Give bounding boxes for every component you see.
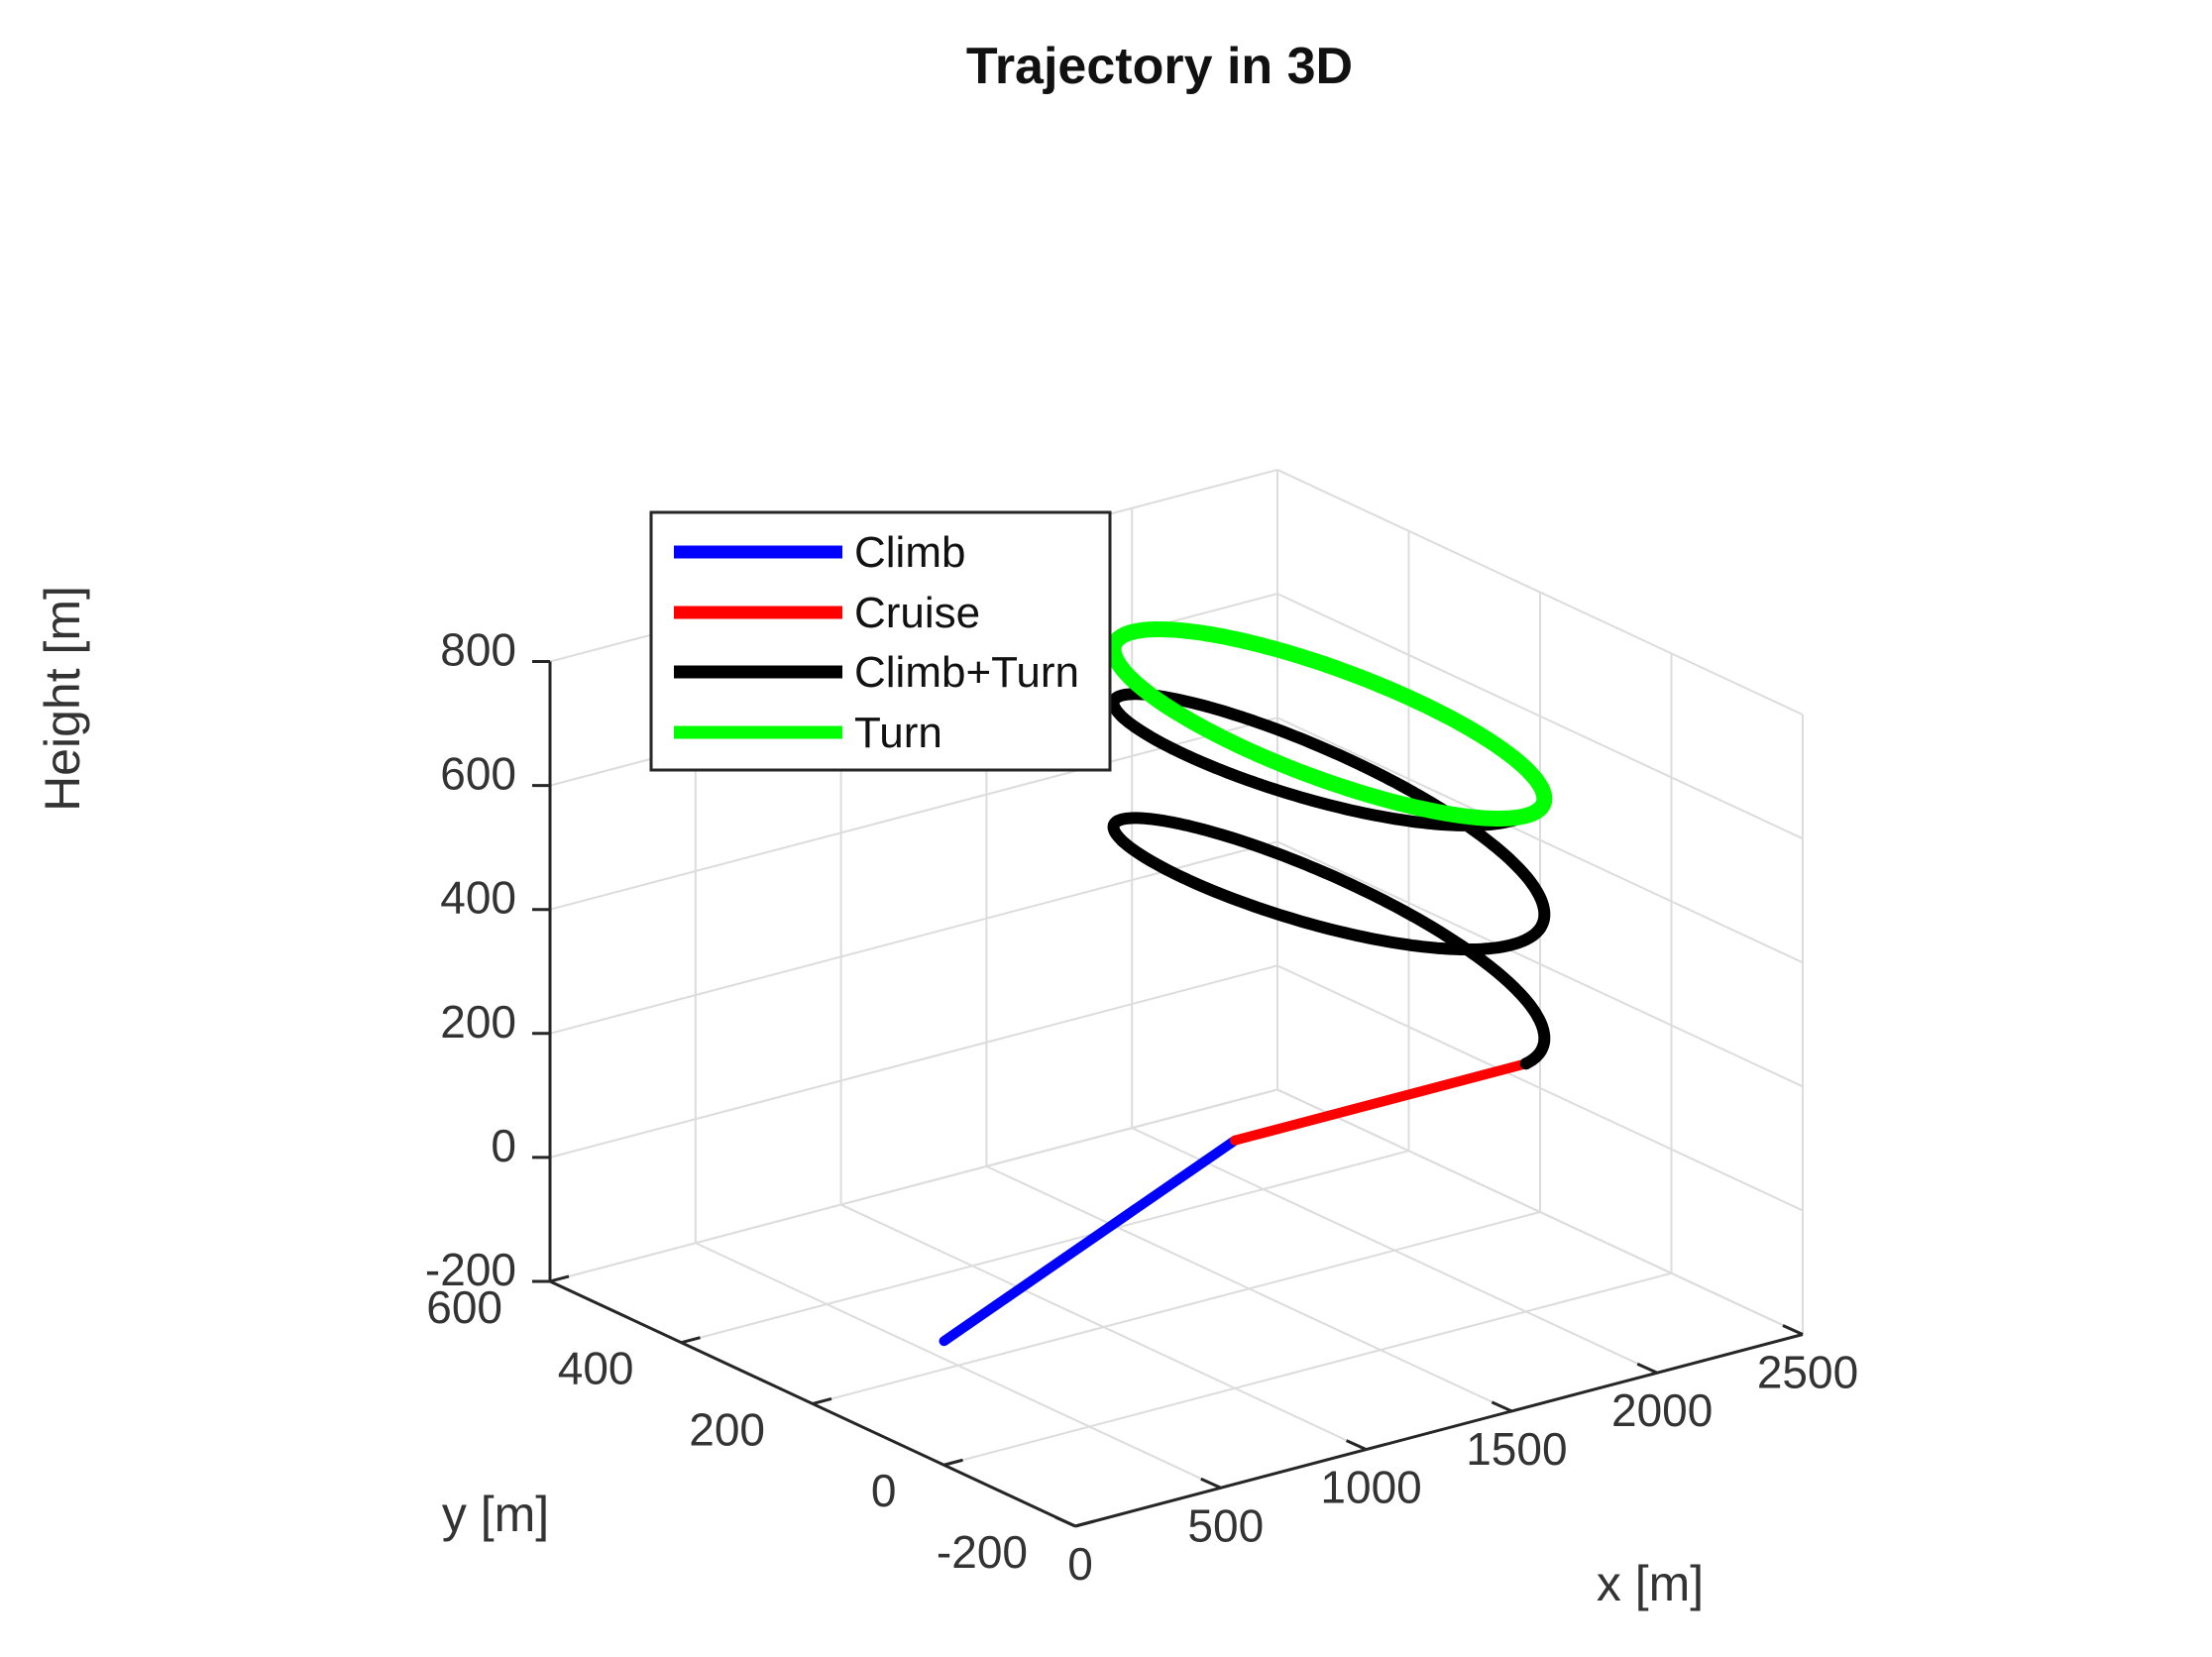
y-tick-mark bbox=[943, 1458, 963, 1467]
grid-line bbox=[681, 1150, 1409, 1344]
y-tick-label: -200 bbox=[937, 1526, 1028, 1578]
x-tick-label: 2500 bbox=[1757, 1347, 1858, 1398]
y-tick-mark bbox=[812, 1397, 832, 1405]
y-tick-label: 600 bbox=[426, 1281, 502, 1333]
y-tick-mark bbox=[681, 1336, 701, 1345]
grid-line bbox=[549, 1088, 1278, 1282]
z-tick-label: 600 bbox=[440, 748, 516, 800]
grid-line bbox=[1276, 469, 1804, 717]
x-tick-mark bbox=[1200, 1477, 1222, 1490]
z-tick-label: 200 bbox=[440, 996, 516, 1048]
grid-line bbox=[1276, 1088, 1804, 1336]
y-tick-label: 0 bbox=[871, 1465, 897, 1516]
x-tick-mark bbox=[1345, 1439, 1368, 1451]
grid-line bbox=[549, 840, 1278, 1035]
legend-label-climb-turn: Climb+Turn bbox=[854, 648, 1079, 697]
z-tick-label: 800 bbox=[440, 624, 516, 676]
grid-line bbox=[1276, 964, 1804, 1212]
grid-line bbox=[549, 717, 1278, 911]
x-tick-label: 1000 bbox=[1320, 1462, 1421, 1513]
series-layer bbox=[939, 621, 1553, 1347]
z-tick-label: -200 bbox=[425, 1244, 516, 1295]
z-axis-label: Height [m] bbox=[35, 586, 90, 812]
x-axis-line bbox=[1074, 1333, 1804, 1528]
y-tick-mark bbox=[549, 1274, 570, 1283]
grid-line bbox=[812, 1211, 1541, 1405]
y-tick-mark bbox=[1074, 1519, 1095, 1528]
x-tick-mark bbox=[1491, 1400, 1513, 1413]
series-climb bbox=[939, 1135, 1241, 1347]
x-tick-mark bbox=[1054, 1515, 1076, 1528]
tick-labels: 05001000150020002500-2000200400600-20002… bbox=[425, 624, 1858, 1590]
grid-line bbox=[1276, 717, 1804, 964]
y-axis-label: y [m] bbox=[442, 1487, 549, 1542]
x-axis-label: x [m] bbox=[1597, 1556, 1704, 1611]
x-tick-label: 0 bbox=[1067, 1538, 1093, 1590]
x-tick-label: 1500 bbox=[1466, 1423, 1567, 1475]
y-tick-label: 400 bbox=[558, 1343, 634, 1394]
grid-line bbox=[549, 964, 1278, 1159]
grid-line bbox=[1276, 840, 1804, 1088]
legend-label-climb: Climb bbox=[854, 528, 965, 577]
z-tick-label: 0 bbox=[491, 1120, 516, 1171]
series-climb-turn bbox=[1107, 688, 1551, 1070]
z-tick-label: 400 bbox=[440, 872, 516, 924]
series-cruise bbox=[1230, 1058, 1531, 1146]
legend: Climb Cruise Climb+Turn Turn bbox=[649, 510, 1112, 772]
x-tick-mark bbox=[1782, 1324, 1804, 1336]
series-turn bbox=[1105, 621, 1553, 827]
y-tick-label: 200 bbox=[689, 1403, 765, 1455]
x-tick-label: 500 bbox=[1187, 1499, 1264, 1551]
grid-line bbox=[1276, 593, 1804, 840]
chart-title: Trajectory in 3D bbox=[966, 38, 1353, 95]
grid-line bbox=[943, 1271, 1672, 1467]
legend-label-cruise: Cruise bbox=[854, 589, 980, 637]
x-tick-mark bbox=[1636, 1362, 1658, 1375]
legend-label-turn: Turn bbox=[854, 709, 942, 757]
x-tick-label: 2000 bbox=[1611, 1384, 1713, 1436]
